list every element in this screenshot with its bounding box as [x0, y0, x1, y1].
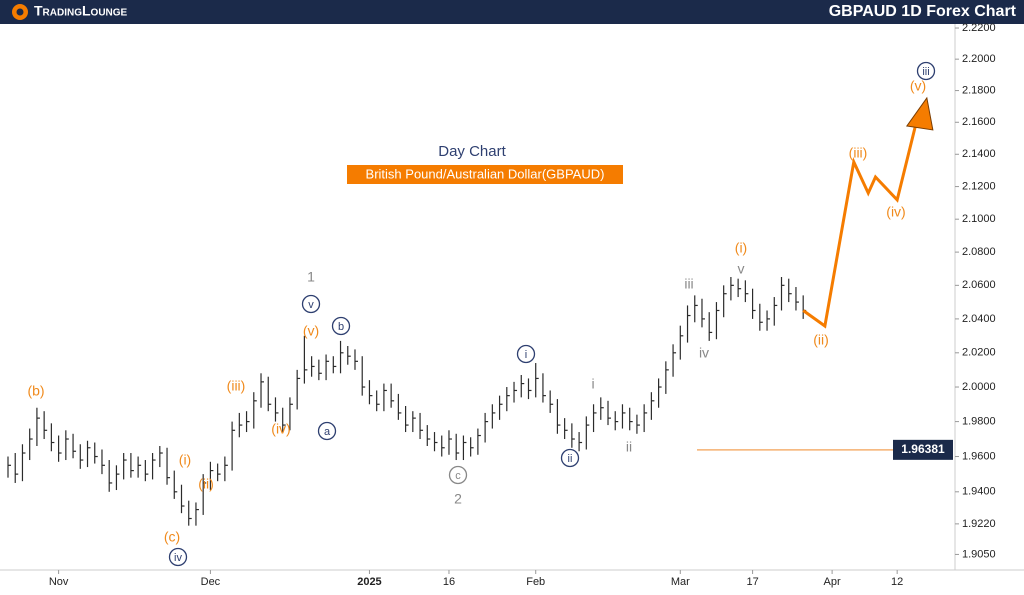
- x-tick-label: 17: [746, 576, 758, 588]
- y-tick-label: 2.0000: [962, 381, 996, 393]
- y-tick-label: 1.9600: [962, 450, 996, 462]
- subtitle-box: [347, 165, 623, 184]
- wave-circle: [516, 344, 536, 364]
- wave-label: iv: [699, 345, 709, 361]
- x-tick-label: 16: [443, 576, 455, 588]
- wave-label: a: [324, 426, 331, 438]
- y-tick-label: 2.1200: [962, 180, 996, 192]
- brand: TradingLounge: [34, 3, 128, 19]
- wave-circle: [301, 294, 321, 314]
- x-tick-label: 2025: [357, 576, 381, 588]
- y-tick-label: 2.2000: [962, 53, 996, 65]
- wave-label: i: [525, 349, 527, 361]
- y-tick-label: 2.1000: [962, 213, 996, 225]
- chart-title: Day Chart: [438, 143, 506, 160]
- y-tick-label: 2.0200: [962, 347, 996, 359]
- x-tick-label: 12: [891, 576, 903, 588]
- x-tick-label: Mar: [671, 576, 690, 588]
- wave-circle: [317, 421, 337, 441]
- wave-circle: [331, 316, 351, 336]
- x-tick-label: Nov: [49, 576, 69, 588]
- y-tick-label: 2.0600: [962, 279, 996, 291]
- wave-label: (ii): [813, 332, 829, 348]
- wave-label: b: [338, 321, 344, 333]
- wave-circle: [168, 547, 188, 567]
- forecast-arrow: [905, 96, 934, 131]
- header-bar: [0, 0, 1024, 24]
- wave-label: ii: [626, 439, 632, 455]
- wave-label: (iii): [227, 378, 246, 394]
- y-tick-label: 1.9400: [962, 486, 996, 498]
- wave-label: v: [308, 299, 314, 311]
- wave-label: (v): [910, 78, 926, 94]
- wave-circle: [560, 448, 580, 468]
- y-tick-label: 2.1600: [962, 116, 996, 128]
- wave-label: iv: [174, 552, 182, 564]
- wave-label: iii: [684, 276, 693, 292]
- wave-label: (b): [27, 383, 44, 399]
- y-tick-label: 2.1800: [962, 84, 996, 96]
- chart-subtitle: British Pound/Australian Dollar(GBPAUD): [366, 166, 605, 181]
- y-tick-label: 1.9050: [962, 548, 996, 560]
- level-box: [893, 439, 953, 460]
- wave-label: (v): [303, 323, 319, 339]
- page-title: GBPAUD 1D Forex Chart: [829, 3, 1017, 20]
- wave-label: i: [591, 376, 594, 392]
- y-tick-label: 2.0400: [962, 313, 996, 325]
- y-tick-label: 1.9800: [962, 416, 996, 428]
- y-tick-label: 2.0800: [962, 246, 996, 258]
- wave-label: (iii): [849, 145, 868, 161]
- wave-label: (iv): [886, 204, 905, 220]
- wave-label: (i): [179, 452, 191, 468]
- wave-circle: [448, 465, 468, 485]
- wave-label: 1: [307, 269, 315, 285]
- wave-label: iii: [922, 66, 929, 78]
- x-tick-label: Apr: [824, 576, 841, 588]
- wave-label: c: [455, 470, 461, 482]
- y-tick-label: 2.1400: [962, 148, 996, 160]
- level-label: 1.96381: [901, 442, 945, 456]
- wave-label: ii: [568, 453, 573, 465]
- wave-label: (ii): [198, 476, 214, 492]
- wave-label: 2: [454, 491, 462, 507]
- y-tick-label: 2.2200: [962, 22, 996, 34]
- wave-label: (iv): [271, 421, 290, 437]
- wave-label: (c): [164, 529, 180, 545]
- wave-circle: [916, 61, 936, 81]
- x-tick-label: Feb: [526, 576, 545, 588]
- forecast-path: [802, 111, 921, 329]
- wave-label: (i): [735, 240, 747, 256]
- x-tick-label: Dec: [201, 576, 221, 588]
- wave-label: v: [738, 261, 745, 277]
- y-tick-label: 1.9220: [962, 518, 996, 530]
- logo-icon-inner: [16, 8, 24, 16]
